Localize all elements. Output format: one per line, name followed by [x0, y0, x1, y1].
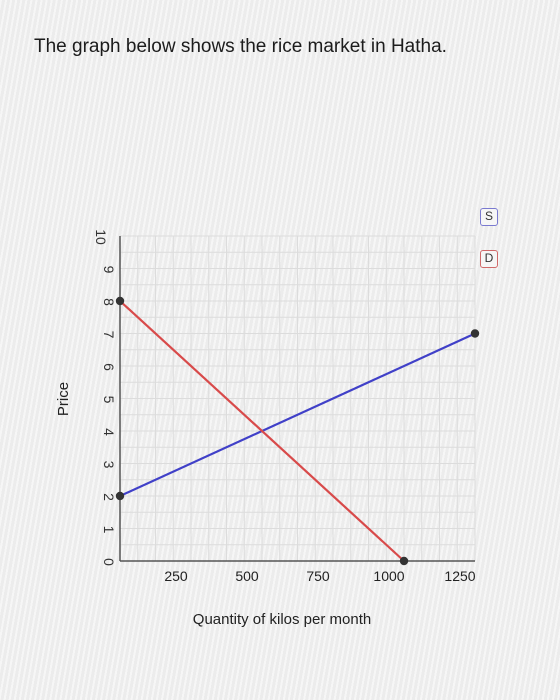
x-tick-label: 750: [306, 568, 330, 584]
y-tick-label: 7: [101, 331, 117, 339]
x-tick-label: 1000: [373, 568, 404, 584]
y-tick-label: 9: [101, 266, 117, 274]
supply-legend-label: S: [484, 209, 493, 223]
d-endpoint: [399, 556, 409, 566]
y-tick-label: 1: [101, 526, 117, 534]
x-axis-label: Quantity of kilos per month: [193, 611, 371, 628]
d-curve: [119, 300, 405, 562]
y-tick-label: 10: [93, 229, 109, 245]
d-endpoint: [115, 296, 125, 306]
chart-series: [115, 296, 480, 566]
chart-grid: [119, 235, 476, 562]
y-tick-label: 5: [101, 396, 117, 404]
x-tick-label: 500: [235, 568, 259, 584]
y-tick-label: 4: [101, 428, 117, 436]
s-endpoint: [470, 329, 480, 338]
y-tick-label: 8: [101, 298, 117, 306]
chart-axes: [119, 236, 475, 562]
x-tick-label: 1250: [444, 568, 475, 584]
supply-legend-button[interactable]: S: [480, 208, 498, 226]
x-tick-label: 250: [164, 568, 188, 584]
s-curve: [119, 332, 476, 498]
y-tick-label: 3: [101, 461, 117, 469]
demand-legend-button[interactable]: D: [480, 250, 498, 268]
y-tick-label: 0: [101, 558, 117, 566]
y-tick-label: 6: [101, 363, 117, 371]
y-tick-label: 2: [101, 493, 117, 501]
question-prompt: The graph below shows the rice market in…: [34, 36, 447, 57]
demand-legend-label: D: [484, 251, 494, 265]
y-axis-label: Price: [55, 382, 72, 416]
s-endpoint: [115, 491, 125, 501]
x-tick-labels: 250 500 750 1000 1250: [164, 568, 475, 584]
y-tick-labels: 0 1 2 3 4 5 6 7 8 9 10: [93, 229, 117, 566]
